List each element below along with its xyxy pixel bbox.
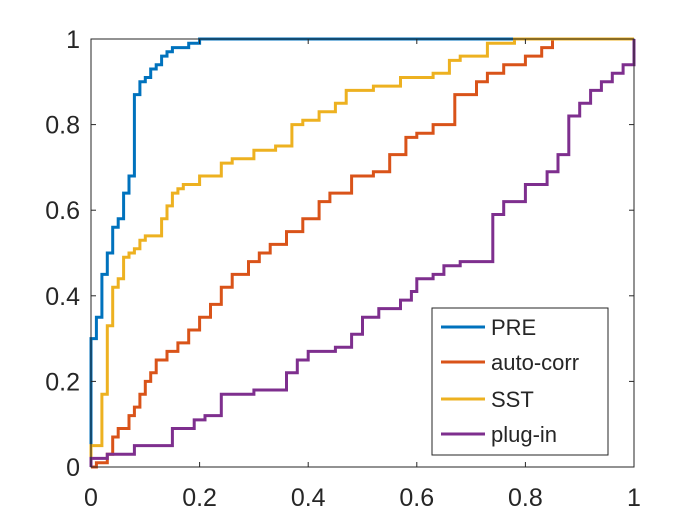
y-tick-label: 1 xyxy=(66,26,80,54)
series-line-sst xyxy=(89,37,634,467)
x-tick-label: 0.4 xyxy=(291,484,326,512)
x-tick-label: 0.8 xyxy=(508,484,543,512)
legend-box xyxy=(431,307,609,456)
tick-layer xyxy=(90,38,635,468)
series-layer xyxy=(89,37,636,469)
x-tick-labels: 0 0.2 0.4 0.6 0.8 1 xyxy=(84,484,641,512)
x-tick-label: 0.6 xyxy=(399,484,434,512)
y-tick-label: 0.6 xyxy=(45,197,80,225)
legend-label-pre: PRE xyxy=(491,315,536,340)
y-tick-label: 0 xyxy=(66,454,80,482)
legend: PRE auto-corr SST plug-in xyxy=(431,307,609,456)
legend-label-sst: SST xyxy=(491,387,534,412)
x-tick-label: 0 xyxy=(84,484,98,512)
y-tick-labels: 0 0.2 0.4 0.6 0.8 1 xyxy=(45,26,80,482)
series-line-auto-corr xyxy=(91,37,634,469)
x-tick-label: 1 xyxy=(627,484,641,512)
legend-label-plug-in: plug-in xyxy=(491,422,557,447)
series-line-pre xyxy=(89,37,634,467)
y-tick-label: 0.8 xyxy=(45,112,80,140)
axes-box xyxy=(90,38,635,468)
series-line-plug-in xyxy=(89,39,636,467)
x-tick-label: 0.2 xyxy=(182,484,217,512)
y-tick-label: 0.2 xyxy=(45,368,80,396)
y-tick-label: 0.4 xyxy=(45,283,80,311)
legend-label-auto-corr: auto-corr xyxy=(491,350,579,375)
